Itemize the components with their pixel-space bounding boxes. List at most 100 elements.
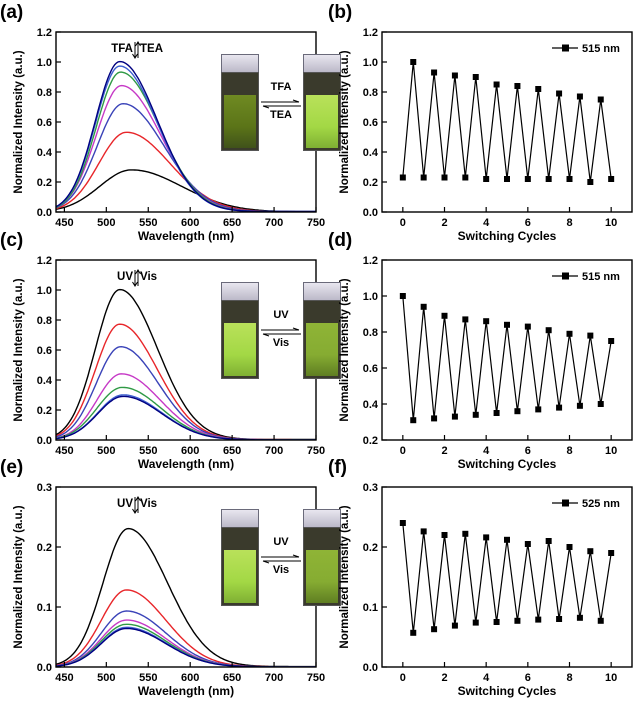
vial-liquid (224, 95, 256, 148)
spectrum-line-5 (56, 386, 316, 440)
x-tick-label: 700 (265, 217, 283, 229)
plot-data (399, 59, 615, 185)
data-point (576, 93, 583, 100)
x-tick-label: 6 (525, 445, 531, 457)
y-tick-label: 0.6 (363, 117, 378, 129)
vial-body (303, 72, 341, 151)
spectrum-line-1 (56, 169, 316, 212)
vial-liquid (306, 323, 338, 376)
y-tick-label: 0.3 (37, 482, 52, 494)
vial-left (221, 509, 259, 606)
data-point (587, 548, 594, 555)
data-point (576, 614, 583, 621)
data-point (535, 616, 542, 623)
y-axis-label: Normalized Intensity (a.u.) (13, 50, 25, 193)
x-tick-label: 500 (97, 445, 115, 457)
data-point (493, 81, 500, 88)
double-arrow-icon (261, 327, 301, 337)
data-point (462, 174, 469, 181)
data-point (451, 72, 458, 79)
y-tick-label: 1.2 (363, 255, 378, 267)
up-arrow (135, 496, 141, 513)
data-point (608, 550, 615, 556)
data-point (514, 83, 521, 89)
y-axis-label: Normalized Intensity (a.u.) (339, 278, 351, 421)
panel-label: (d) (328, 230, 353, 251)
x-tick-label: 8 (566, 217, 572, 229)
y-tick-label: 0.2 (37, 177, 52, 189)
double-arrow-icon (261, 554, 301, 564)
x-tick-label: 500 (97, 672, 115, 684)
x-axis-label: Wavelength (nm) (138, 457, 234, 471)
vial-body (303, 527, 341, 606)
switch-label-bottom: TEA (270, 109, 292, 121)
chart-svg: 0 2 4 6 8 10 0.0 0.1 0.2 0.3 Switching Cycles Norma… (339, 482, 633, 698)
data-point (399, 520, 406, 526)
data-point (524, 323, 531, 330)
double-arrow-icon (261, 99, 301, 109)
y-tick-label: 0.0 (37, 435, 52, 447)
y-tick-label: 0.4 (363, 147, 379, 159)
chart-svg: 450 500 550 600 650 700 750 0.0 0.2 0.4 0.6 0.8 1.0 1… (13, 27, 325, 243)
data-point (399, 174, 406, 181)
y-tick-label: 1.0 (363, 57, 378, 69)
data-point (597, 96, 604, 103)
x-tick-label: 550 (139, 672, 157, 684)
y-tick-label: 0.6 (37, 117, 52, 129)
y-tick-label: 0.4 (37, 147, 53, 159)
x-tick-label: 0 (400, 445, 406, 457)
legend-label: 515 nm (582, 43, 620, 55)
data-point (504, 176, 510, 182)
annotation-right: Vis (140, 498, 157, 510)
x-tick-label: 2 (441, 672, 447, 684)
x-tick-label: 2 (441, 217, 447, 229)
y-tick-label: 0.6 (37, 345, 52, 357)
vial-right (303, 509, 341, 606)
data-point (472, 411, 479, 418)
vial-liquid (224, 550, 256, 603)
x-tick-label: 0 (400, 217, 406, 229)
y-tick-label: 1.0 (37, 57, 52, 69)
data-point (441, 532, 448, 538)
data-point (431, 626, 438, 633)
data-point (420, 174, 427, 181)
y-axis-label: Normalized Intensity (a.u.) (13, 278, 25, 421)
x-tick-label: 0 (400, 672, 406, 684)
x-tick-label: 450 (55, 217, 73, 229)
vial-body (221, 527, 259, 606)
data-point (451, 622, 458, 629)
x-tick-label: 6 (525, 217, 531, 229)
data-point (566, 176, 573, 182)
x-tick-label: 8 (566, 445, 572, 457)
data-point (472, 74, 479, 80)
data-point (441, 312, 448, 319)
x-tick-label: 500 (97, 217, 115, 229)
x-tick-label: 550 (139, 445, 157, 457)
switch-arrows: UV Vis (259, 309, 303, 353)
data-point (535, 406, 542, 413)
vial-liquid (306, 550, 338, 603)
data-point (587, 179, 594, 185)
switch-label-top: TFA (270, 81, 292, 93)
vial-cap (221, 282, 259, 302)
y-tick-label: 0.2 (37, 405, 52, 417)
data-point (556, 404, 563, 411)
annotation-right: Vis (140, 271, 157, 283)
x-tick-label: 10 (605, 445, 617, 457)
panel-b: (b) 0 2 4 6 8 10 0.0 0.2 0.4 0.6 0.8 1.0 1.2 Switching… (328, 0, 638, 250)
data-point (608, 176, 615, 182)
switch-label-top: UV (273, 536, 289, 548)
y-axis-label: Normalized Intensity (a.u.) (339, 505, 351, 648)
data-point (410, 629, 417, 636)
data-point (493, 410, 500, 416)
x-axis-label: Switching Cycles (458, 457, 557, 471)
switch-arrows: TFA TEA (259, 81, 303, 125)
x-tick-label: 8 (566, 672, 572, 684)
switch-label-bottom: Vis (272, 337, 290, 349)
y-tick-label: 0.0 (37, 662, 52, 674)
x-axis-label: Wavelength (nm) (138, 684, 234, 698)
x-tick-label: 600 (181, 672, 199, 684)
data-point (431, 415, 438, 422)
data-point (524, 541, 531, 547)
spectrum-line-4 (56, 619, 316, 667)
